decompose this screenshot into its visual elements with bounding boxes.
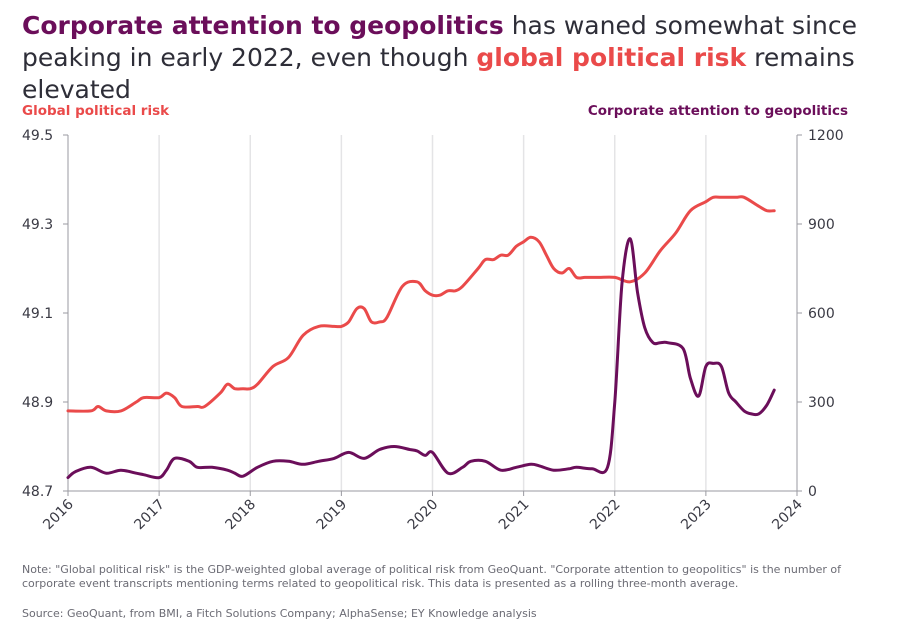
headline-corporate-attention: Corporate attention to geopolitics	[22, 11, 504, 40]
left-tick-label: 49.1	[22, 306, 53, 322]
headline-end-text: remains elevated	[22, 43, 855, 104]
right-tick-label: 300	[808, 395, 835, 411]
right-tick-label: 0	[808, 484, 817, 500]
x-tick-label: 2019	[314, 497, 351, 534]
headline-middle-text: has waned somewhat since peaking in earl…	[22, 11, 857, 72]
x-tick-label: 2021	[496, 497, 533, 534]
x-tick-label: 2017	[131, 497, 168, 534]
x-tick-label: 2016	[40, 496, 77, 533]
left-axis-title: Global political risk	[22, 103, 170, 119]
series-lines	[66, 195, 776, 480]
chart-source: Source: GeoQuant, from BMI, a Fitch Solu…	[22, 607, 537, 620]
x-tick-label: 2024	[769, 496, 806, 533]
axes	[63, 134, 802, 496]
headline-political-risk: global political risk	[476, 43, 747, 72]
left-tick-label: 48.9	[22, 395, 53, 411]
chart-note: Note: "Global political risk" is the GDP…	[22, 563, 841, 590]
right-tick-label: 900	[808, 217, 835, 233]
left-tick-label: 49.3	[22, 217, 53, 233]
x-tick-label: 2022	[587, 497, 624, 534]
right-axis-title: Corporate attention to geopolitics	[587, 103, 848, 119]
left-tick-label: 48.7	[22, 484, 53, 500]
corporate-attention-line	[66, 237, 776, 480]
left-tick-label: 49.5	[22, 128, 53, 144]
x-tick-label: 2023	[678, 497, 715, 534]
right-tick-label: 600	[808, 306, 835, 322]
x-tick-label: 2020	[405, 497, 442, 534]
right-tick-label: 1200	[808, 128, 844, 144]
grid-lines	[158, 135, 707, 491]
political-risk-line	[66, 195, 776, 414]
chart-headline: Corporate attention to geopolitics has w…	[22, 10, 882, 106]
x-tick-label: 2018	[223, 497, 260, 534]
